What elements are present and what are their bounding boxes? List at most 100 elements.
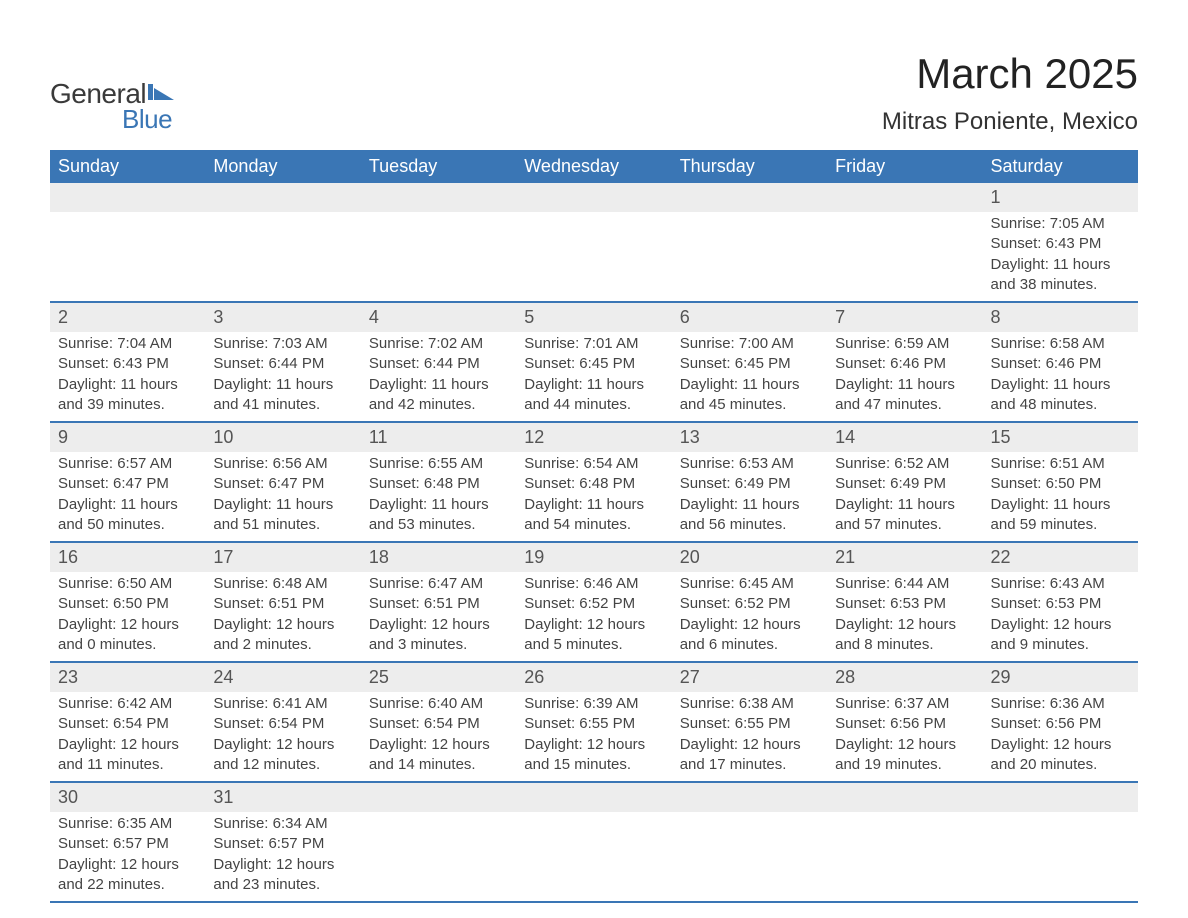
day-details: Sunrise: 6:45 AMSunset: 6:52 PMDaylight:…	[672, 572, 827, 661]
month-title: March 2025	[882, 50, 1138, 98]
day-dl1: Daylight: 11 hours	[524, 495, 663, 515]
header: General Blue March 2025 Mitras Poniente,…	[50, 50, 1138, 136]
day-details	[672, 212, 827, 301]
day-dl2: and 44 minutes.	[524, 395, 663, 415]
day-number	[205, 183, 360, 212]
day-sr: Sunrise: 6:52 AM	[835, 454, 974, 474]
day-details: Sunrise: 6:41 AMSunset: 6:54 PMDaylight:…	[205, 692, 360, 781]
day-sr: Sunrise: 6:37 AM	[835, 694, 974, 714]
day-ss: Sunset: 6:51 PM	[213, 594, 352, 614]
day-details: Sunrise: 6:40 AMSunset: 6:54 PMDaylight:…	[361, 692, 516, 781]
weekday-thursday: Thursday	[672, 150, 827, 183]
day-dl2: and 48 minutes.	[991, 395, 1130, 415]
day-dl2: and 20 minutes.	[991, 755, 1130, 775]
day-dl2: and 11 minutes.	[58, 755, 197, 775]
day-dl2: and 53 minutes.	[369, 515, 508, 535]
day-number: 16	[50, 543, 205, 572]
day-number: 27	[672, 663, 827, 692]
day-dl1: Daylight: 11 hours	[991, 495, 1130, 515]
day-dl2: and 17 minutes.	[680, 755, 819, 775]
day-details: Sunrise: 6:38 AMSunset: 6:55 PMDaylight:…	[672, 692, 827, 781]
day-sr: Sunrise: 6:57 AM	[58, 454, 197, 474]
day-details	[50, 212, 205, 301]
day-ss: Sunset: 6:53 PM	[991, 594, 1130, 614]
week-details-row: Sunrise: 7:04 AMSunset: 6:43 PMDaylight:…	[50, 332, 1138, 421]
day-ss: Sunset: 6:46 PM	[835, 354, 974, 374]
day-details: Sunrise: 6:54 AMSunset: 6:48 PMDaylight:…	[516, 452, 671, 541]
day-dl2: and 2 minutes.	[213, 635, 352, 655]
day-number	[516, 183, 671, 212]
day-number: 5	[516, 303, 671, 332]
day-details: Sunrise: 6:34 AMSunset: 6:57 PMDaylight:…	[205, 812, 360, 901]
day-details: Sunrise: 6:42 AMSunset: 6:54 PMDaylight:…	[50, 692, 205, 781]
day-number: 20	[672, 543, 827, 572]
weekday-monday: Monday	[205, 150, 360, 183]
day-dl2: and 12 minutes.	[213, 755, 352, 775]
day-number: 2	[50, 303, 205, 332]
day-dl2: and 8 minutes.	[835, 635, 974, 655]
day-dl1: Daylight: 11 hours	[835, 375, 974, 395]
day-ss: Sunset: 6:43 PM	[58, 354, 197, 374]
week-daynum-row: 16171819202122	[50, 541, 1138, 572]
day-number	[827, 783, 982, 812]
day-details	[827, 212, 982, 301]
day-dl2: and 50 minutes.	[58, 515, 197, 535]
day-sr: Sunrise: 6:48 AM	[213, 574, 352, 594]
day-dl2: and 9 minutes.	[991, 635, 1130, 655]
day-ss: Sunset: 6:48 PM	[524, 474, 663, 494]
day-details: Sunrise: 6:44 AMSunset: 6:53 PMDaylight:…	[827, 572, 982, 661]
day-dl2: and 42 minutes.	[369, 395, 508, 415]
day-details	[827, 812, 982, 901]
day-details: Sunrise: 6:50 AMSunset: 6:50 PMDaylight:…	[50, 572, 205, 661]
day-number: 9	[50, 423, 205, 452]
day-ss: Sunset: 6:43 PM	[991, 234, 1130, 254]
day-details: Sunrise: 7:05 AMSunset: 6:43 PMDaylight:…	[983, 212, 1138, 301]
day-details: Sunrise: 6:59 AMSunset: 6:46 PMDaylight:…	[827, 332, 982, 421]
day-ss: Sunset: 6:57 PM	[213, 834, 352, 854]
day-number: 22	[983, 543, 1138, 572]
weekday-wednesday: Wednesday	[516, 150, 671, 183]
day-number: 11	[361, 423, 516, 452]
day-details	[516, 812, 671, 901]
day-dl1: Daylight: 11 hours	[369, 495, 508, 515]
day-ss: Sunset: 6:47 PM	[58, 474, 197, 494]
week-details-row: Sunrise: 7:05 AMSunset: 6:43 PMDaylight:…	[50, 212, 1138, 301]
day-dl1: Daylight: 12 hours	[524, 615, 663, 635]
day-details: Sunrise: 6:55 AMSunset: 6:48 PMDaylight:…	[361, 452, 516, 541]
day-details: Sunrise: 6:58 AMSunset: 6:46 PMDaylight:…	[983, 332, 1138, 421]
day-number: 25	[361, 663, 516, 692]
day-sr: Sunrise: 7:04 AM	[58, 334, 197, 354]
day-number: 18	[361, 543, 516, 572]
day-dl2: and 56 minutes.	[680, 515, 819, 535]
day-ss: Sunset: 6:53 PM	[835, 594, 974, 614]
day-details: Sunrise: 6:35 AMSunset: 6:57 PMDaylight:…	[50, 812, 205, 901]
day-ss: Sunset: 6:55 PM	[680, 714, 819, 734]
day-number	[516, 783, 671, 812]
weekday-tuesday: Tuesday	[361, 150, 516, 183]
day-sr: Sunrise: 7:00 AM	[680, 334, 819, 354]
day-ss: Sunset: 6:55 PM	[524, 714, 663, 734]
day-number: 13	[672, 423, 827, 452]
day-dl1: Daylight: 11 hours	[58, 495, 197, 515]
day-details	[205, 212, 360, 301]
day-ss: Sunset: 6:54 PM	[213, 714, 352, 734]
day-number: 28	[827, 663, 982, 692]
day-number	[50, 183, 205, 212]
day-dl2: and 6 minutes.	[680, 635, 819, 655]
day-number: 24	[205, 663, 360, 692]
day-dl1: Daylight: 11 hours	[58, 375, 197, 395]
day-sr: Sunrise: 6:55 AM	[369, 454, 508, 474]
day-ss: Sunset: 6:56 PM	[835, 714, 974, 734]
week-daynum-row: 9101112131415	[50, 421, 1138, 452]
day-dl2: and 19 minutes.	[835, 755, 974, 775]
logo: General Blue	[50, 78, 174, 135]
day-dl2: and 51 minutes.	[213, 515, 352, 535]
day-number: 1	[983, 183, 1138, 212]
day-sr: Sunrise: 6:46 AM	[524, 574, 663, 594]
day-dl2: and 38 minutes.	[991, 275, 1130, 295]
day-sr: Sunrise: 6:39 AM	[524, 694, 663, 714]
day-ss: Sunset: 6:48 PM	[369, 474, 508, 494]
day-number: 4	[361, 303, 516, 332]
day-dl1: Daylight: 12 hours	[213, 615, 352, 635]
day-sr: Sunrise: 6:42 AM	[58, 694, 197, 714]
